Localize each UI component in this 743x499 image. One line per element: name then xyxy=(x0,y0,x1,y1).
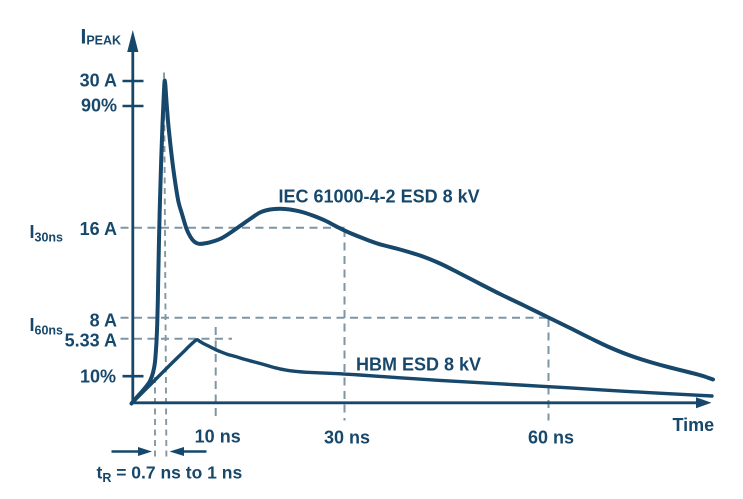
svg-text:10 ns: 10 ns xyxy=(195,427,241,447)
svg-text:60 ns: 60 ns xyxy=(528,428,574,448)
svg-text:IEC 61000-4-2 ESD 8 kV: IEC 61000-4-2 ESD 8 kV xyxy=(279,186,480,206)
svg-text:16 A: 16 A xyxy=(80,219,117,239)
svg-text:8 A: 8 A xyxy=(90,310,117,330)
svg-text:5.33 A: 5.33 A xyxy=(65,330,117,350)
svg-text:HBM ESD 8 kV: HBM ESD 8 kV xyxy=(356,355,481,375)
svg-text:30 ns: 30 ns xyxy=(324,428,370,448)
svg-text:tR = 0.7 ns to 1 ns: tR = 0.7 ns to 1 ns xyxy=(97,463,243,486)
svg-text:10%: 10% xyxy=(80,367,116,387)
svg-text:Time: Time xyxy=(673,415,715,435)
svg-text:30 A: 30 A xyxy=(80,71,117,91)
svg-text:90%: 90% xyxy=(81,96,117,116)
